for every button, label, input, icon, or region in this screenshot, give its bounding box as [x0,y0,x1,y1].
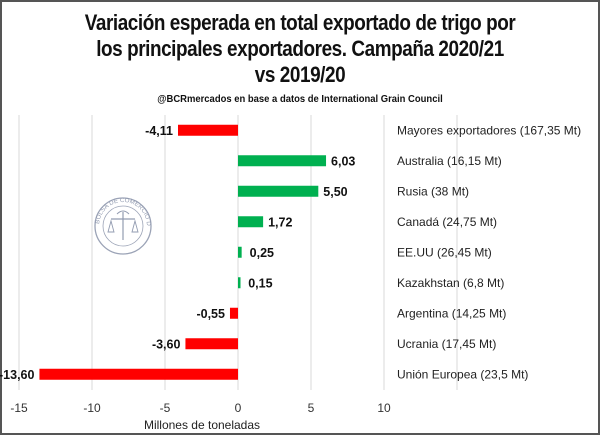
seal-text: BOLSA DE COMERCIO DE ROSARIO [0,0,152,227]
category-label: Ucrania (17,45 Mt) [397,337,496,351]
seal-outer-ring [94,197,152,255]
bar [39,368,238,380]
x-axis-label: Millones de toneladas [144,418,260,432]
bar [238,277,241,289]
x-tick-label: -5 [160,401,171,415]
bar [229,307,238,319]
data-label: -4,11 [145,124,173,138]
x-axis-ticks: -15 -10 -5 0 5 10 [10,401,391,415]
chart-title-line-1: Variación esperada en total exportado de… [84,10,516,35]
data-label: 0,25 [250,246,274,260]
data-label: -0,55 [196,307,225,321]
x-tick-label: 5 [308,401,315,415]
category-label: Kazakhstan (6,8 Mt) [397,276,504,290]
bar [238,246,242,258]
category-label: EE.UU (26,45 Mt) [397,245,492,259]
category-label: Canadá (24,75 Mt) [397,215,497,229]
chart-title-line-2: los principales exportadores. Campaña 20… [96,36,504,61]
chart-title-line-3: vs 2019/20 [254,62,346,87]
bcr-seal-watermark: BOLSA DE COMERCIO DE ROSARIO [0,0,152,255]
data-label: 1,72 [268,215,292,229]
x-tick-label: -15 [10,401,28,415]
bar [238,216,264,228]
data-label: 5,50 [323,185,347,199]
category-labels: Mayores exportadores (167,35 Mt) Australi… [397,123,581,381]
scale-pans-icon [107,219,139,233]
data-label: 0,15 [248,276,272,290]
data-label: -13,60 [0,368,34,382]
category-label: Rusia (38 Mt) [397,184,469,198]
bars [39,124,327,380]
bar [238,155,327,167]
category-label: Australia (16,15 Mt) [397,154,502,168]
category-label: Mayores exportadores (167,35 Mt) [397,123,581,137]
data-labels: -4,11 6,03 5,50 1,72 0,25 0,15 -0,55 -3,60 -13,6… [0,124,355,382]
x-tick-label: -10 [83,401,101,415]
data-label: -3,60 [152,337,181,351]
chart-title: Variación esperada en total exportado de… [42,10,558,88]
x-tick-label: 0 [235,401,242,415]
bar [185,338,238,350]
chart-subtitle: @BCRmercados en base a datos de Internat… [157,93,443,105]
category-label: Argentina (14,25 Mt) [397,306,506,320]
data-label: 6,03 [331,154,355,168]
bar [177,124,238,136]
caduceus-wings-icon [116,210,130,215]
seal-inner-ring [102,205,144,247]
category-label: Unión Europea (23,5 Mt) [397,367,528,381]
bar [238,185,319,197]
x-tick-label: 10 [377,401,391,415]
